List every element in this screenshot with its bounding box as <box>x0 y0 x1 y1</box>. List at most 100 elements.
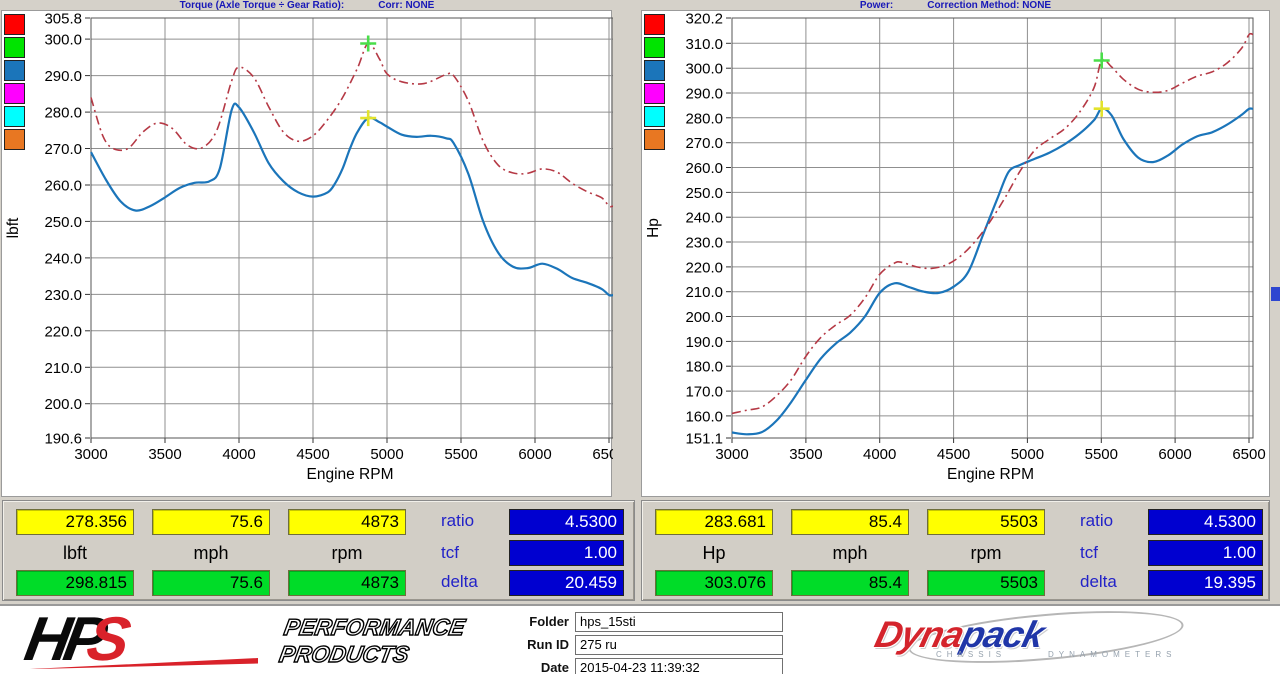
svg-text:180.0: 180.0 <box>685 359 723 376</box>
svg-text:320.2: 320.2 <box>685 11 723 28</box>
legend-swatch[interactable] <box>644 129 665 150</box>
torque-chart-plot: 305.8 300.0 290.0 280.0 270.0 260.0 250.0 240.0… <box>5 11 613 483</box>
power-peak2-rpm: 5503 <box>927 570 1045 596</box>
svg-text:290.0: 290.0 <box>44 68 82 85</box>
legend-swatch[interactable] <box>644 83 665 104</box>
power-tcf-value: 1.00 <box>1148 540 1263 566</box>
svg-text:210.0: 210.0 <box>44 360 82 377</box>
hps-tagline-line1: PERFORMANCE <box>281 613 467 640</box>
svg-text:230.0: 230.0 <box>44 287 82 304</box>
power-chart-plot: 320.2 310.0 300.0 290.0 280.0 270.0 260.0 250.0… <box>645 11 1266 483</box>
power-ratio-label: ratio <box>1080 511 1114 530</box>
svg-text:300.0: 300.0 <box>685 61 723 78</box>
svg-text:Engine RPM: Engine RPM <box>947 466 1034 483</box>
torque-speed-label: mph <box>193 543 229 563</box>
torque-peak-speed: 75.6 <box>152 509 270 535</box>
svg-text:3500: 3500 <box>148 446 181 463</box>
torque-chart-title: Torque (Axle Torque ÷ Gear Ratio): Corr:… <box>2 0 612 11</box>
svg-text:170.0: 170.0 <box>685 384 723 401</box>
power-peak2-value: 303.076 <box>655 570 773 596</box>
svg-text:210.0: 210.0 <box>685 284 723 301</box>
folder-field[interactable]: hps_15sti <box>575 611 783 632</box>
folder-label: Folder <box>529 614 569 629</box>
svg-text:5500: 5500 <box>1085 446 1118 463</box>
hps-wordmark: HPS <box>19 605 130 674</box>
svg-text:240.0: 240.0 <box>44 250 82 267</box>
torque-peak-rpm: 4873 <box>288 509 406 535</box>
svg-text:190.6: 190.6 <box>44 431 82 448</box>
legend-swatch[interactable] <box>644 14 665 35</box>
svg-text:260.0: 260.0 <box>685 160 723 177</box>
power-speed-label: mph <box>832 543 868 563</box>
legend-swatch[interactable] <box>4 14 25 35</box>
run-id-field[interactable]: 275 ru <box>575 634 783 655</box>
power-chart-title: Power: Correction Method: NONE <box>641 0 1270 11</box>
power-peak-speed: 85.4 <box>791 509 909 535</box>
legend-swatch[interactable] <box>644 37 665 58</box>
torque-tcf-label: tcf <box>441 543 459 562</box>
power-chart-panel: 320.2 310.0 300.0 290.0 280.0 270.0 260.0 250.0… <box>641 10 1270 497</box>
svg-text:250.0: 250.0 <box>44 214 82 231</box>
legend-swatch[interactable] <box>644 60 665 81</box>
svg-text:280.0: 280.0 <box>685 110 723 127</box>
legend-swatch[interactable] <box>4 37 25 58</box>
legend-swatch[interactable] <box>4 83 25 104</box>
svg-text:6500: 6500 <box>1232 446 1265 463</box>
svg-text:280.0: 280.0 <box>44 105 82 122</box>
power-tcf-label: tcf <box>1080 543 1098 562</box>
svg-text:4000: 4000 <box>222 446 255 463</box>
hps-tagline: PERFORMANCE PRODUCTS <box>277 613 468 668</box>
svg-text:151.1: 151.1 <box>685 431 723 448</box>
torque-title-text: Torque (Axle Torque ÷ Gear Ratio): <box>179 0 345 11</box>
date-field[interactable]: 2015-04-23 11:39:32 <box>575 657 783 674</box>
torque-readout-panel: 278.356 75.6 4873 lbft mph rpm 298.815 7… <box>2 500 635 601</box>
svg-text:3500: 3500 <box>789 446 822 463</box>
power-rpm-label: rpm <box>970 543 1002 563</box>
svg-text:220.0: 220.0 <box>44 323 82 340</box>
folder-row: Folder hps_15sti <box>483 611 783 632</box>
svg-text:200.0: 200.0 <box>44 396 82 413</box>
torque-peak2-value: 298.815 <box>16 570 134 596</box>
svg-text:290.0: 290.0 <box>685 86 723 103</box>
svg-text:160.0: 160.0 <box>685 408 723 425</box>
window-edge-fragment <box>1271 287 1280 301</box>
legend-swatch[interactable] <box>4 106 25 127</box>
power-peak-value: 283.681 <box>655 509 773 535</box>
svg-text:Engine RPM: Engine RPM <box>306 466 393 483</box>
torque-delta-label: delta <box>441 572 478 591</box>
svg-text:200.0: 200.0 <box>685 309 723 326</box>
power-run-legend <box>644 14 665 152</box>
svg-text:6000: 6000 <box>518 446 551 463</box>
svg-text:4500: 4500 <box>296 446 329 463</box>
torque-peak-value: 278.356 <box>16 509 134 535</box>
svg-text:300.0: 300.0 <box>44 32 82 49</box>
torque-ratio-value: 4.5300 <box>509 509 624 535</box>
svg-text:260.0: 260.0 <box>44 178 82 195</box>
svg-text:240.0: 240.0 <box>685 210 723 227</box>
legend-swatch[interactable] <box>644 106 665 127</box>
legend-swatch[interactable] <box>4 60 25 81</box>
power-ratio-value: 4.5300 <box>1148 509 1263 535</box>
hps-tagline-line2: PRODUCTS <box>277 640 412 667</box>
svg-text:3000: 3000 <box>74 446 107 463</box>
torque-tcf-value: 1.00 <box>509 540 624 566</box>
date-label: Date <box>540 660 569 674</box>
torque-rpm-label: rpm <box>331 543 363 563</box>
dynapack-subtext-dynamometers: DYNAMOMETERS <box>1048 650 1177 659</box>
run-info-fields: Folder hps_15sti Run ID 275 ru Date 2015… <box>483 611 783 674</box>
hps-swoosh-graphic <box>30 658 258 669</box>
power-peak-rpm: 5503 <box>927 509 1045 535</box>
run-id-row: Run ID 275 ru <box>483 634 783 655</box>
power-readout-panel: 283.681 85.4 5503 Hp mph rpm 303.076 85.… <box>641 500 1270 601</box>
legend-swatch[interactable] <box>4 129 25 150</box>
svg-text:230.0: 230.0 <box>685 235 723 252</box>
torque-ratio-label: ratio <box>441 511 475 530</box>
power-delta-value: 19.395 <box>1148 570 1263 596</box>
dynapack-subtext-chassis: CHASSIS <box>936 650 1007 659</box>
svg-text:6500: 6500 <box>592 446 613 463</box>
svg-text:305.8: 305.8 <box>44 11 82 28</box>
date-row: Date 2015-04-23 11:39:32 <box>483 657 783 674</box>
svg-text:270.0: 270.0 <box>685 135 723 152</box>
svg-text:lbft: lbft <box>5 217 22 238</box>
svg-text:190.0: 190.0 <box>685 334 723 351</box>
